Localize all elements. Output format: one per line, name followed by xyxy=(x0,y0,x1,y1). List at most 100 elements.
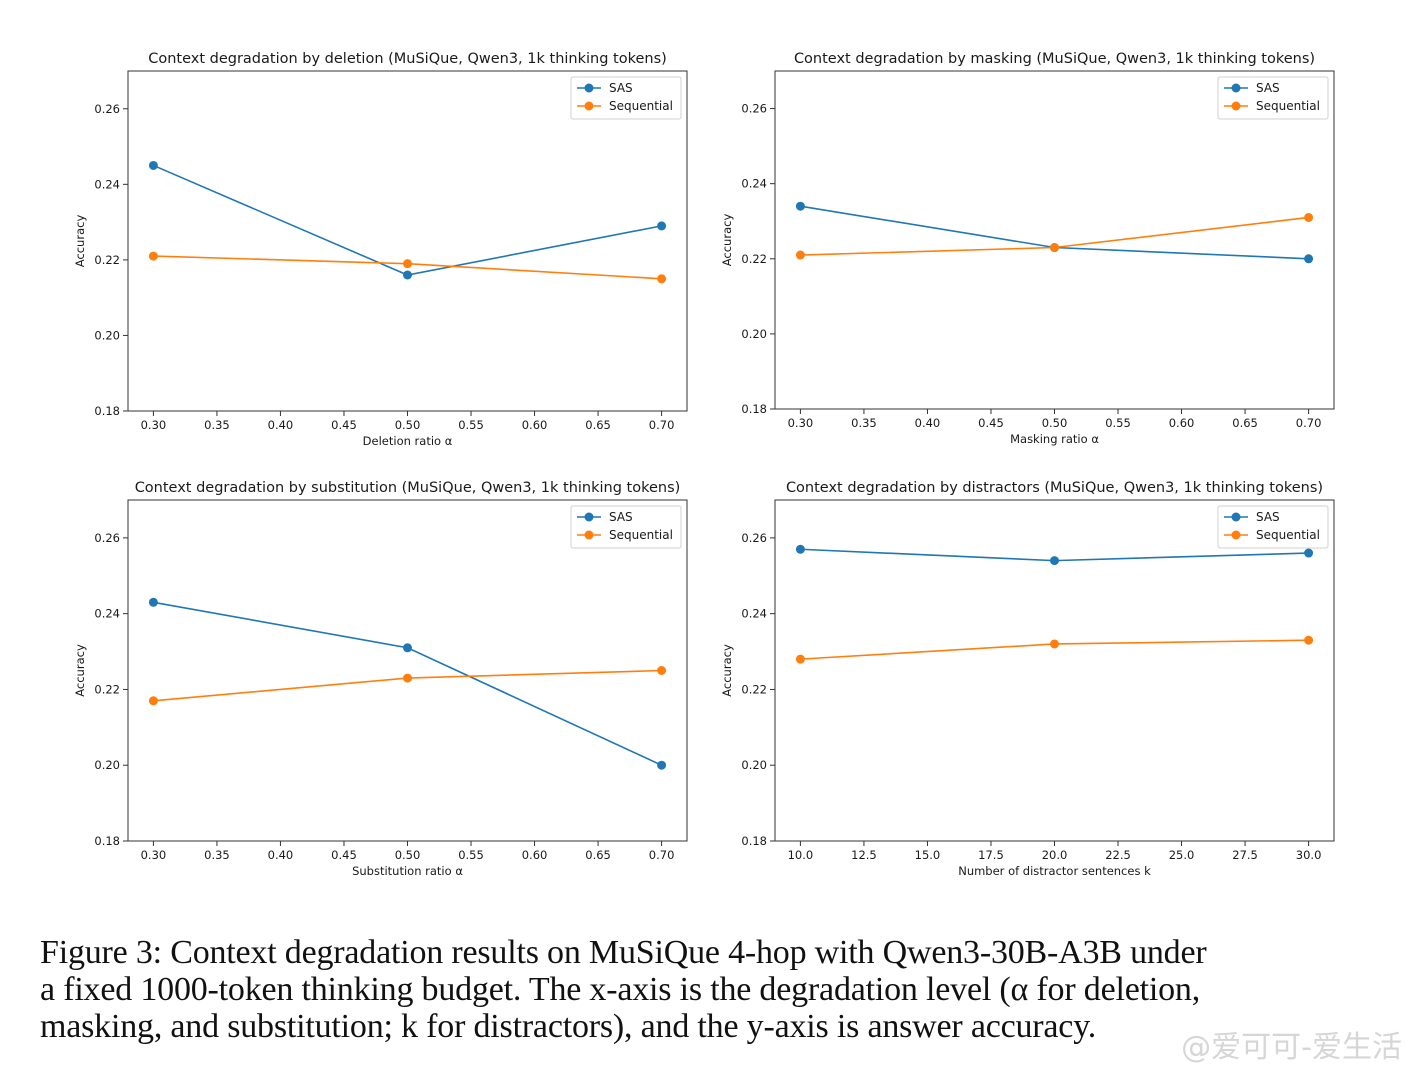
y-tick-label: 0.22 xyxy=(94,682,120,696)
y-tick-label: 0.24 xyxy=(94,177,120,191)
legend-label: SAS xyxy=(609,81,633,95)
y-tick-label: 0.26 xyxy=(94,102,120,116)
y-tick-label: 0.26 xyxy=(741,102,767,116)
caption-line-1: Figure 3: Context degradation results on… xyxy=(40,934,1207,971)
legend-swatch-marker xyxy=(1231,83,1241,93)
y-tick-label: 0.24 xyxy=(94,607,120,621)
x-tick-label: 0.40 xyxy=(268,418,294,432)
x-tick-label: 0.70 xyxy=(1296,416,1322,430)
x-tick-label: 0.65 xyxy=(585,418,611,432)
x-tick-label: 0.35 xyxy=(204,418,230,432)
y-tick-label: 0.18 xyxy=(94,404,120,418)
legend-label: Sequential xyxy=(609,99,673,113)
chart-panel-1: Context degradation by deletion (MuSiQue… xyxy=(73,51,688,448)
x-tick-label: 0.30 xyxy=(141,848,167,862)
legend: SAS Sequential xyxy=(1217,76,1329,120)
x-tick-label: 17.5 xyxy=(978,848,1004,862)
x-axis-label: Masking ratio α xyxy=(1010,432,1099,446)
x-tick-label: 0.70 xyxy=(649,848,675,862)
y-tick-label: 0.24 xyxy=(741,607,767,621)
legend-swatch-marker xyxy=(584,530,594,540)
x-tick-label: 25.0 xyxy=(1169,848,1195,862)
legend: SAS Sequential xyxy=(570,76,682,120)
data-point-sequential xyxy=(657,274,667,284)
data-point-sas xyxy=(1050,556,1059,566)
legend-label: Sequential xyxy=(609,528,673,542)
y-tick-label: 0.26 xyxy=(94,531,120,545)
x-tick-label: 15.0 xyxy=(915,848,941,862)
data-point-sequential xyxy=(403,673,412,683)
legend-swatch-marker xyxy=(1231,101,1241,111)
data-point-sequential xyxy=(1304,635,1314,645)
data-point-sequential xyxy=(1050,243,1059,253)
caption-line-2: a fixed 1000-token thinking budget. The … xyxy=(40,971,1200,1008)
y-axis-label: Accuracy xyxy=(720,644,734,697)
y-tick-label: 0.24 xyxy=(741,177,767,191)
x-tick-label: 0.55 xyxy=(1105,416,1131,430)
y-axis-label: Accuracy xyxy=(720,214,734,267)
x-tick-label: 20.0 xyxy=(1042,848,1068,862)
data-point-sas xyxy=(148,597,158,607)
x-axis-label: Deletion ratio α xyxy=(363,434,453,448)
x-tick-label: 0.30 xyxy=(141,418,167,432)
series-line-sas xyxy=(153,601,662,766)
data-point-sas xyxy=(1304,548,1314,558)
data-point-sas xyxy=(657,760,667,770)
y-tick-label: 0.18 xyxy=(741,402,767,416)
data-point-sequential xyxy=(148,696,158,706)
x-tick-label: 0.35 xyxy=(204,848,230,862)
x-tick-label: 0.45 xyxy=(331,418,357,432)
data-point-sequential xyxy=(1304,212,1314,222)
legend-swatch-marker xyxy=(584,101,594,111)
x-tick-label: 0.60 xyxy=(1169,416,1195,430)
x-tick-label: 0.70 xyxy=(649,418,675,432)
data-point-sas xyxy=(403,270,412,280)
x-tick-label: 0.60 xyxy=(522,848,548,862)
y-tick-label: 0.20 xyxy=(741,758,767,772)
legend-swatch-marker xyxy=(584,83,594,93)
chart-panel-4: Context degradation by distractors (MuSi… xyxy=(720,480,1335,878)
x-tick-label: 10.0 xyxy=(788,848,814,862)
y-tick-label: 0.22 xyxy=(741,252,767,266)
x-tick-label: 0.55 xyxy=(458,418,484,432)
y-tick-label: 0.20 xyxy=(741,327,767,341)
chart-title: Context degradation by substitution (MuS… xyxy=(135,480,681,496)
data-point-sequential xyxy=(1050,639,1059,649)
chart-title: Context degradation by distractors (MuSi… xyxy=(786,480,1323,496)
plot-frame xyxy=(774,70,1335,410)
data-point-sequential xyxy=(657,666,667,675)
data-point-sequential xyxy=(795,250,805,260)
figure-caption: Figure 3: Context degradation results on… xyxy=(40,934,1380,1045)
y-tick-label: 0.20 xyxy=(94,758,120,772)
x-axis-label: Number of distractor sentences k xyxy=(958,864,1151,878)
y-tick-label: 0.22 xyxy=(94,253,120,267)
x-tick-label: 0.45 xyxy=(331,848,357,862)
x-tick-label: 0.35 xyxy=(851,416,877,430)
x-tick-label: 0.50 xyxy=(395,418,421,432)
legend-swatch-marker xyxy=(1231,512,1241,522)
x-tick-label: 12.5 xyxy=(851,848,877,862)
x-tick-label: 27.5 xyxy=(1232,848,1258,862)
data-point-sas xyxy=(795,544,805,554)
legend-label: SAS xyxy=(609,510,633,524)
legend: SAS Sequential xyxy=(570,505,682,549)
data-point-sequential xyxy=(795,654,805,664)
data-point-sas xyxy=(657,221,667,231)
chart-title: Context degradation by masking (MuSiQue,… xyxy=(794,51,1315,67)
data-point-sas xyxy=(148,160,158,170)
x-axis-label: Substitution ratio α xyxy=(352,864,463,878)
watermark: @爱可可-爱生活 xyxy=(1181,1030,1402,1065)
figure-grid: Context degradation by deletion (MuSiQue… xyxy=(73,51,1335,878)
y-tick-label: 0.20 xyxy=(94,328,120,342)
chart-panel-2: Context degradation by masking (MuSiQue,… xyxy=(720,51,1335,446)
x-tick-label: 0.40 xyxy=(915,416,941,430)
y-tick-label: 0.22 xyxy=(741,682,767,696)
x-tick-label: 0.55 xyxy=(458,848,484,862)
x-tick-label: 0.40 xyxy=(268,848,294,862)
x-tick-label: 0.30 xyxy=(788,416,814,430)
legend: SAS Sequential xyxy=(1217,505,1329,549)
y-axis-label: Accuracy xyxy=(73,215,87,268)
data-point-sequential xyxy=(403,259,412,269)
data-point-sas xyxy=(1304,254,1314,264)
y-tick-label: 0.18 xyxy=(94,834,120,848)
